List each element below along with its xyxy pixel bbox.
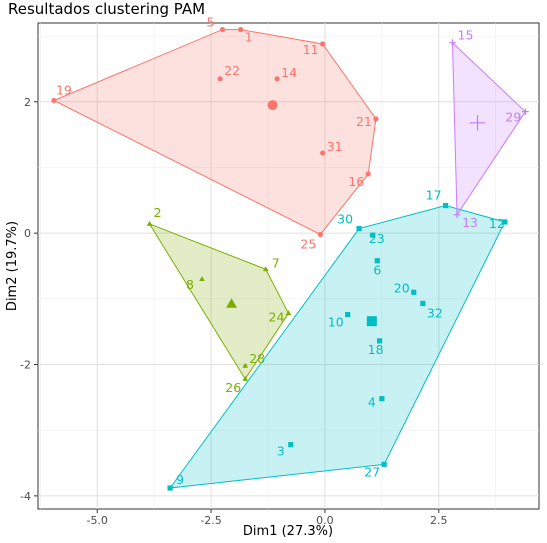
point-label: 7 xyxy=(272,255,280,270)
y-tick-label: -2 xyxy=(20,359,31,372)
point-label: 30 xyxy=(337,212,353,227)
y-tick-label: 2 xyxy=(24,96,31,109)
data-point xyxy=(374,258,380,264)
data-point xyxy=(238,26,244,33)
point-label: 11 xyxy=(303,42,319,57)
point-label: 8 xyxy=(186,277,194,292)
point-label: 21 xyxy=(356,114,372,129)
point-label: 5 xyxy=(206,15,214,30)
point-label: 28 xyxy=(249,351,265,366)
x-axis-title: Dim1 (27.3%) xyxy=(243,524,333,539)
point-label: 14 xyxy=(281,65,297,80)
data-points xyxy=(51,26,529,491)
point-label: 18 xyxy=(368,342,384,357)
point-label: 20 xyxy=(394,280,410,295)
data-point xyxy=(219,26,226,33)
point-label: 12 xyxy=(489,216,505,231)
data-point xyxy=(217,76,223,82)
data-point xyxy=(502,219,508,225)
point-label: 23 xyxy=(369,231,385,246)
point-label: 29 xyxy=(505,110,521,125)
point-label: 6 xyxy=(373,263,381,278)
axis-ticks: -5.0 -2.5 0.0 2.5 -4 -2 0 2 xyxy=(20,96,448,527)
cluster-center xyxy=(226,298,238,308)
point-labels: 1511141619212225312782426283469101217182… xyxy=(56,15,521,487)
x-tick-label: 0.0 xyxy=(316,514,334,527)
cluster-center xyxy=(267,100,278,111)
point-label: 32 xyxy=(427,305,443,320)
data-point xyxy=(262,266,269,272)
data-point xyxy=(167,485,173,491)
point-label: 9 xyxy=(176,472,184,487)
data-point xyxy=(242,375,249,381)
data-point xyxy=(288,442,294,448)
data-point xyxy=(242,362,249,368)
data-point xyxy=(443,202,449,209)
data-point xyxy=(370,232,376,238)
cluster-1-hull xyxy=(52,29,377,236)
y-axis-title: Dim2 (19.7%) xyxy=(5,221,20,311)
y-tick-label: 0 xyxy=(24,227,31,240)
data-point xyxy=(411,289,417,295)
point-label: 22 xyxy=(224,63,240,78)
point-label: 13 xyxy=(462,215,478,230)
point-label: 19 xyxy=(56,82,72,97)
cluster-center xyxy=(366,316,377,327)
data-point xyxy=(373,116,379,122)
data-point xyxy=(345,312,351,318)
chart-title: Resultados clustering PAM xyxy=(8,0,206,18)
data-point xyxy=(365,171,371,177)
data-point xyxy=(146,220,153,226)
data-point xyxy=(376,338,383,344)
data-point xyxy=(381,461,387,467)
point-label: 3 xyxy=(277,444,285,459)
point-label: 2 xyxy=(154,205,162,220)
data-point xyxy=(320,41,326,47)
data-point xyxy=(449,39,456,47)
x-tick-label: -5.0 xyxy=(86,514,107,527)
cluster-3-hull xyxy=(169,205,506,489)
point-label: 25 xyxy=(300,236,316,251)
point-label: 4 xyxy=(368,395,376,410)
data-point xyxy=(420,300,426,307)
point-label: 27 xyxy=(364,464,380,479)
data-point xyxy=(274,76,280,82)
data-point xyxy=(356,225,362,232)
data-point xyxy=(285,310,292,316)
data-point xyxy=(317,231,323,238)
cluster-hulls xyxy=(52,29,526,489)
data-point xyxy=(521,108,529,116)
cluster-centers xyxy=(226,100,486,327)
x-tick-label: 2.5 xyxy=(430,514,448,527)
y-tick-label: -4 xyxy=(20,490,31,503)
plot-panel xyxy=(37,22,540,510)
point-label: 10 xyxy=(328,315,344,330)
x-tick-label: -2.5 xyxy=(200,514,221,527)
cluster-4-hull xyxy=(451,41,526,217)
point-label: 31 xyxy=(327,139,343,154)
data-point xyxy=(379,396,385,402)
point-label: 15 xyxy=(458,28,474,43)
data-point xyxy=(453,211,461,219)
point-label: 16 xyxy=(348,174,364,189)
data-point xyxy=(51,97,57,104)
data-point xyxy=(199,276,205,282)
data-point xyxy=(320,150,326,156)
point-label: 26 xyxy=(225,380,241,395)
point-label: 24 xyxy=(269,309,285,324)
cluster-center xyxy=(469,115,486,131)
point-label: 17 xyxy=(426,188,442,203)
point-label: 1 xyxy=(245,30,253,45)
